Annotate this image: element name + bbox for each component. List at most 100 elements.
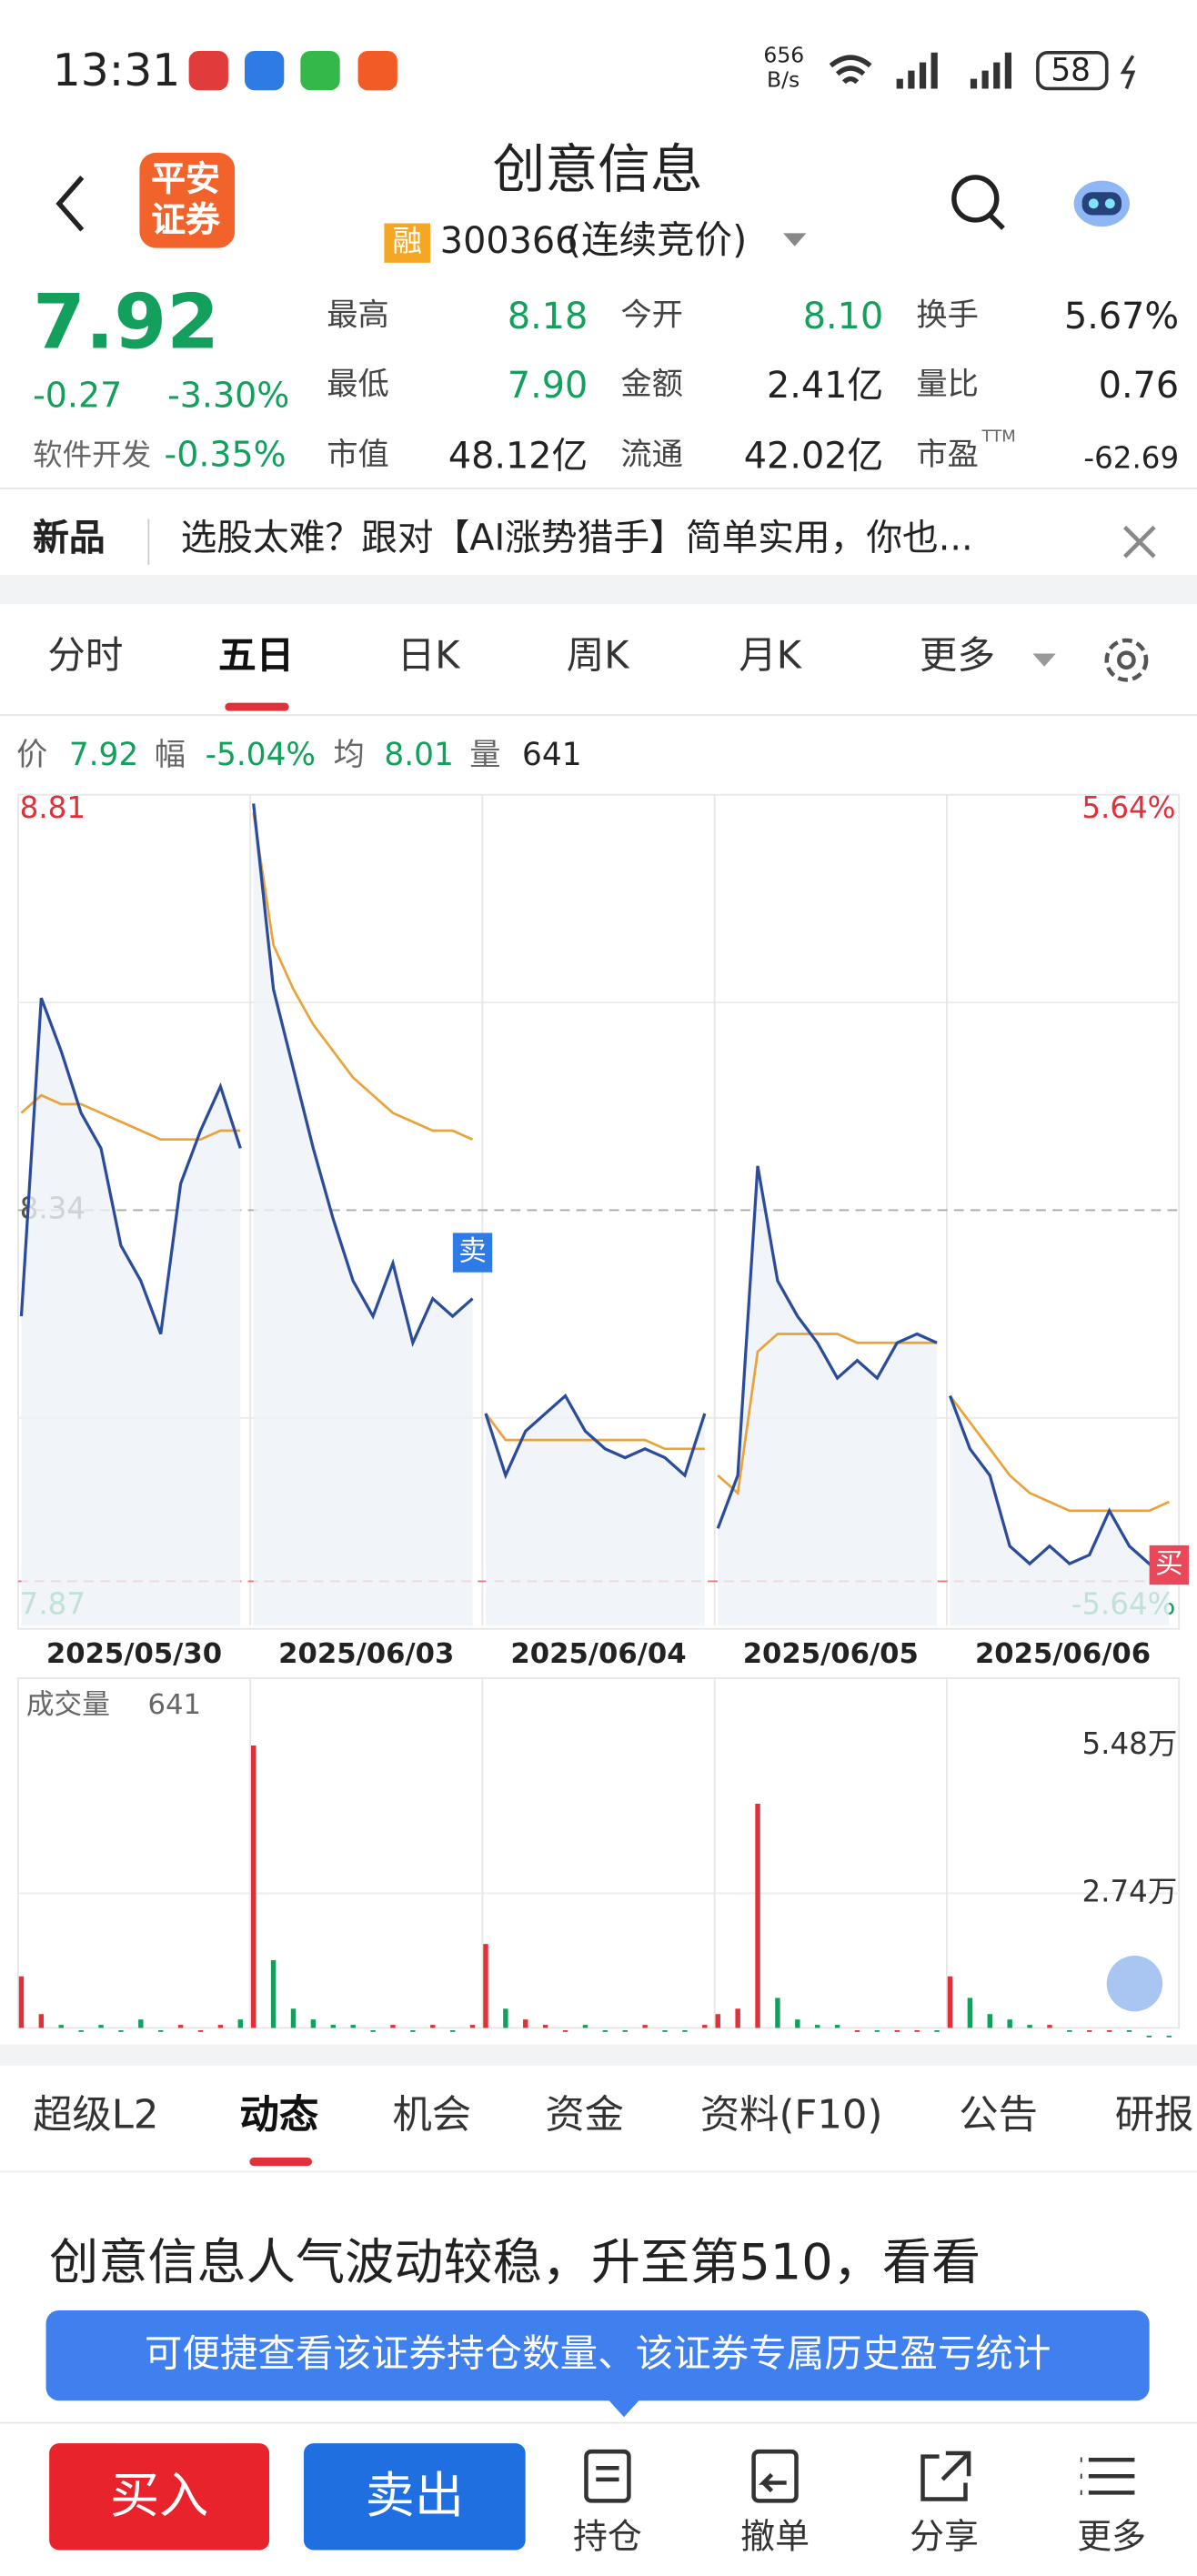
volume-bar: [390, 2025, 396, 2028]
tab[interactable]: 资料(F10): [699, 2091, 883, 2138]
volume-bar: [1126, 2030, 1132, 2032]
price-area: [485, 1395, 705, 1626]
action-label[interactable]: 撤单: [740, 2517, 810, 2557]
dropdown[interactable]: [1031, 650, 1058, 670]
info-value: 7.92: [68, 737, 139, 774]
chart-tab[interactable]: 月K: [739, 635, 802, 679]
volume-bar: [197, 2030, 204, 2032]
sector: 软件开发: [33, 438, 152, 473]
trade-marker: [452, 1233, 493, 1273]
stat-label: 换手: [916, 297, 979, 334]
tab-underline: [225, 702, 289, 711]
action-label[interactable]: 分享: [910, 2517, 979, 2557]
stat-value: 48.12亿: [448, 437, 588, 478]
logo-text: 证券: [151, 200, 220, 240]
tooltip-pointer: [607, 2399, 641, 2418]
volume-tick-label: 2.74万: [1082, 1874, 1178, 1908]
chart-tab[interactable]: 更多: [919, 635, 995, 679]
time: 13:31: [52, 45, 181, 97]
gap: [0, 574, 1197, 605]
stat-label: 最高: [327, 297, 389, 334]
stat-value: 8.18: [507, 297, 588, 338]
sell-button[interactable]: 卖出: [303, 2443, 526, 2551]
x-tick-label: 2025/06/04: [510, 1638, 686, 1670]
change-pct: -3.30%: [167, 376, 290, 416]
volume-bar: [430, 2025, 436, 2028]
news-tag: 新品: [33, 518, 106, 560]
title: 创意信息: [492, 137, 703, 201]
stat-label: 今开: [620, 297, 683, 334]
divider: [147, 518, 150, 565]
volume-bar: [138, 2019, 144, 2028]
buy-button[interactable]: 买入: [49, 2443, 270, 2551]
stat-value: 7.90: [507, 366, 588, 408]
price: 7.92: [33, 277, 219, 367]
chart-tab[interactable]: 五日: [218, 635, 295, 679]
volume-bar: [934, 2030, 940, 2032]
action-label[interactable]: 更多: [1077, 2517, 1147, 2557]
divider: [0, 714, 1197, 717]
tab[interactable]: 动态: [239, 2091, 319, 2138]
battery: 58: [1051, 52, 1091, 89]
article-title[interactable]: 创意信息人气波动较稳，升至第510，看看: [49, 2234, 981, 2293]
volume-bar: [622, 2030, 628, 2032]
tab[interactable]: 机会: [392, 2091, 472, 2138]
price-line: [716, 1165, 938, 1529]
volume-value: 641: [147, 1689, 201, 1721]
stat-value: 2.41亿: [767, 366, 884, 408]
volume-bar: [894, 2030, 900, 2032]
code: 300366: [439, 221, 578, 263]
tab[interactable]: 资金: [545, 2091, 624, 2138]
expand-button[interactable]: [1106, 1956, 1163, 2012]
badge: 融: [384, 223, 430, 263]
settings[interactable]: [1100, 634, 1152, 687]
close[interactable]: [1122, 524, 1158, 560]
tooltip-text: 可便捷查看该证券持仓数量、该证券专属历史盈亏统计: [144, 2333, 1051, 2377]
chart-tab[interactable]: 周K: [566, 635, 629, 679]
info-label: 价: [16, 737, 48, 774]
trade-marker-text: 卖: [458, 1236, 487, 1268]
app-icon: [188, 50, 228, 91]
dropdown[interactable]: [781, 230, 808, 250]
action-label[interactable]: 持仓: [573, 2517, 642, 2557]
state: (连续竞价): [566, 219, 748, 263]
logo-text: 平安: [151, 159, 220, 199]
chart-tab[interactable]: 日K: [397, 635, 460, 679]
net-unit: B/s: [767, 68, 800, 94]
y2-tick-label: 5.64%: [1081, 790, 1175, 825]
stat-sup: TTM: [981, 428, 1016, 448]
action-icons: [584, 2449, 1135, 2503]
volume-bar: [662, 2030, 668, 2032]
tooltip: [45, 2309, 1150, 2401]
volume-bar: [18, 1976, 25, 2028]
tab[interactable]: 研报: [1114, 2091, 1194, 2138]
volume-bar: [58, 2025, 64, 2028]
tab[interactable]: 公告: [959, 2091, 1038, 2138]
price-line: [948, 1394, 1171, 1583]
avg-line: [252, 811, 474, 1141]
volume-bar: [542, 2025, 548, 2028]
price-area: [21, 998, 241, 1626]
volume-bar: [947, 1976, 953, 2028]
volume-frame: [16, 1677, 1181, 2029]
volume-bar: [682, 2030, 688, 2032]
search[interactable]: [949, 173, 1008, 236]
gap: [0, 2044, 1197, 2066]
volume-bar: [469, 2025, 476, 2028]
volume-bar: [483, 1944, 488, 2028]
robot[interactable]: [1071, 171, 1133, 234]
tab[interactable]: 超级L2: [33, 2091, 159, 2138]
volume-bar: [290, 2008, 297, 2028]
app-icon: [244, 50, 285, 91]
plot-frame: [16, 793, 1181, 1630]
stat-label: 金额: [620, 366, 683, 403]
chart-tab[interactable]: 分时: [47, 635, 124, 679]
stat-label: 最低: [327, 366, 389, 403]
status-icons: [829, 50, 1136, 91]
back[interactable]: [49, 171, 98, 236]
divider: [0, 2170, 1197, 2173]
news-text[interactable]: 选股太难？跟对【AI涨势猎手】简单实用，你也...: [180, 518, 973, 560]
volume-bar: [1027, 2025, 1032, 2028]
volume-tick-label: 5.48万: [1082, 1726, 1178, 1761]
